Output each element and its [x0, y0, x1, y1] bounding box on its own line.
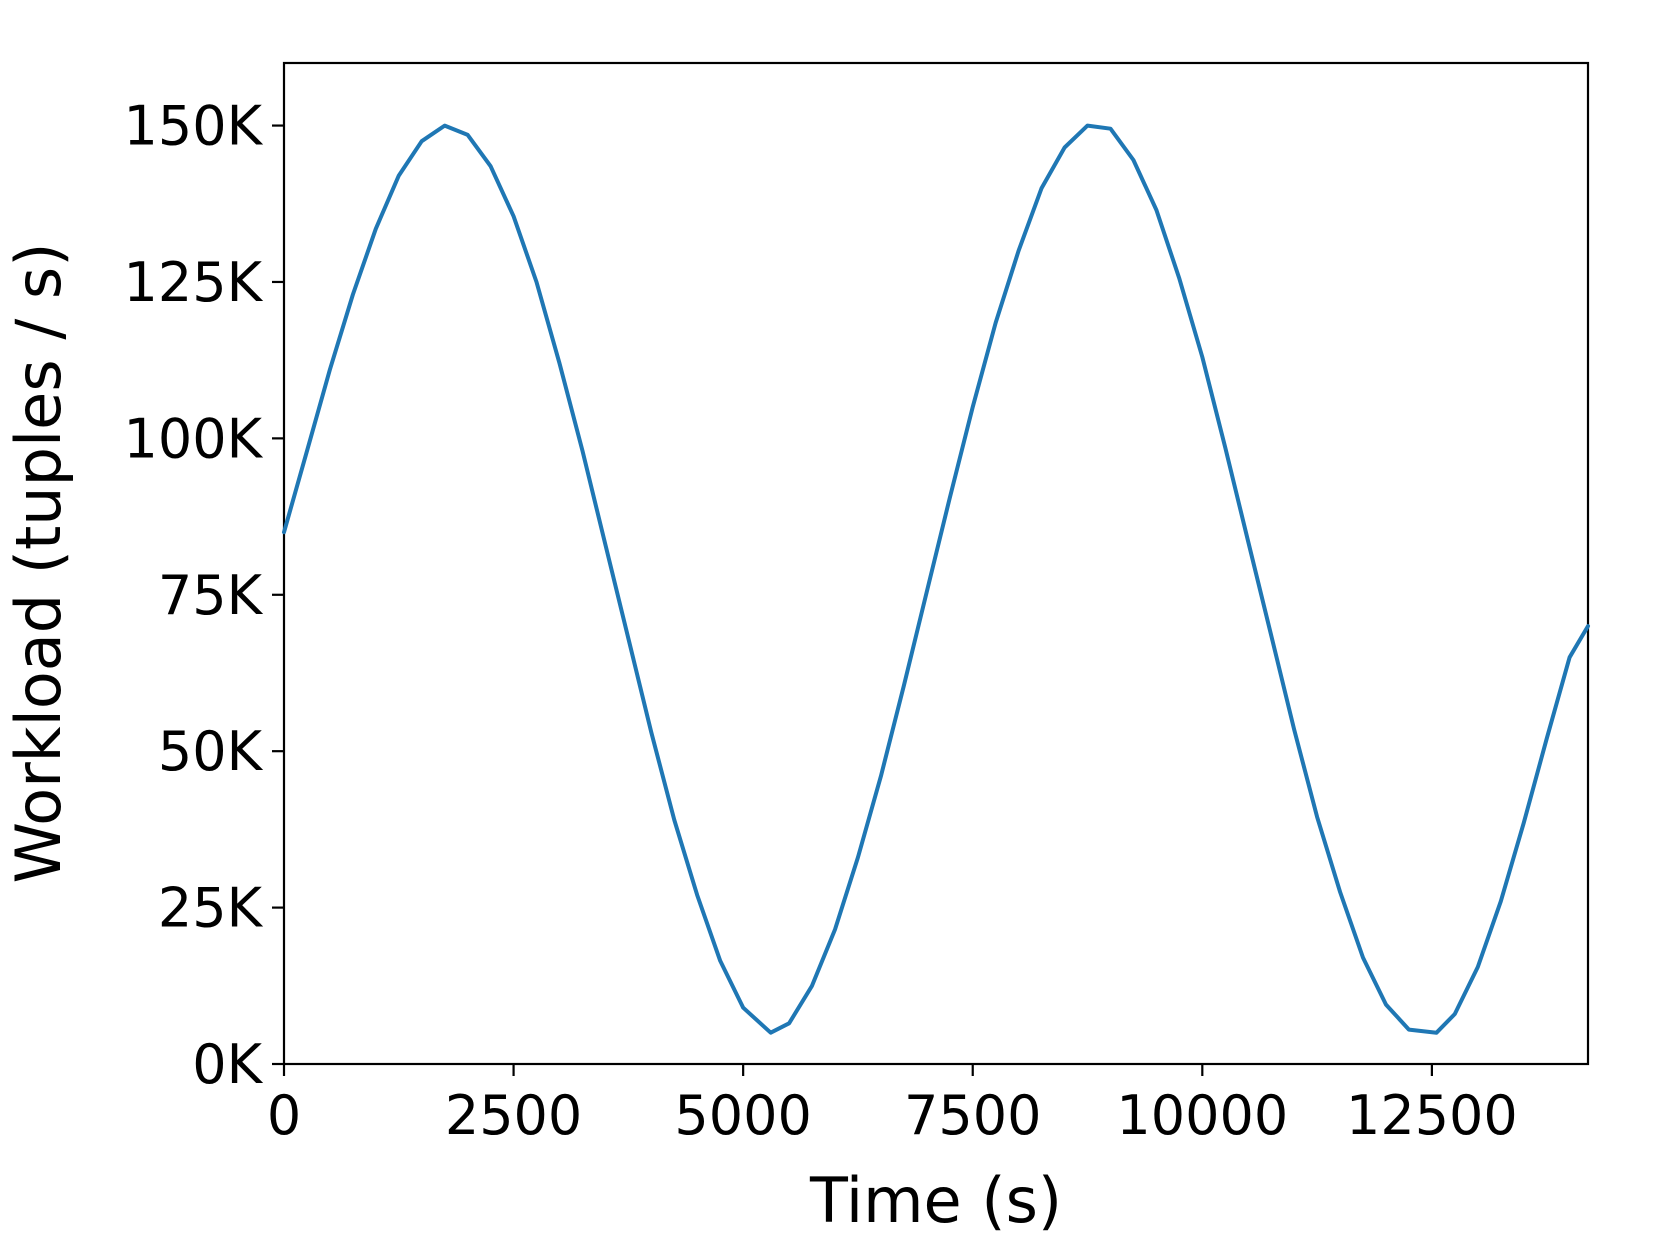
y-tick-label: 50K	[158, 720, 264, 783]
y-tick-label: 0K	[192, 1033, 263, 1096]
y-tick-label: 150K	[124, 95, 264, 158]
y-tick-label: 100K	[124, 407, 264, 470]
x-tick-label: 7500	[904, 1084, 1041, 1147]
x-tick-label: 12500	[1346, 1084, 1518, 1147]
x-axis-ticks: 0 2500 5000 7500 10000 12500	[267, 1064, 1518, 1147]
x-tick-label: 0	[267, 1084, 301, 1147]
y-tick-label: 75K	[158, 564, 264, 627]
plot-frame	[282, 61, 1590, 1066]
y-tick-label: 25K	[158, 877, 264, 940]
x-axis-title: Time (s)	[809, 1164, 1062, 1237]
x-tick-label: 10000	[1116, 1084, 1288, 1147]
workload-series-line	[282, 123, 1590, 1035]
y-axis-ticks: 0K 25K 50K 75K 100K 125K 150K	[124, 95, 284, 1096]
y-tick-label: 125K	[124, 251, 264, 314]
y-axis-title: Workload (tuples / s)	[2, 243, 75, 884]
x-tick-label: 2500	[445, 1084, 582, 1147]
x-tick-label: 5000	[674, 1084, 811, 1147]
